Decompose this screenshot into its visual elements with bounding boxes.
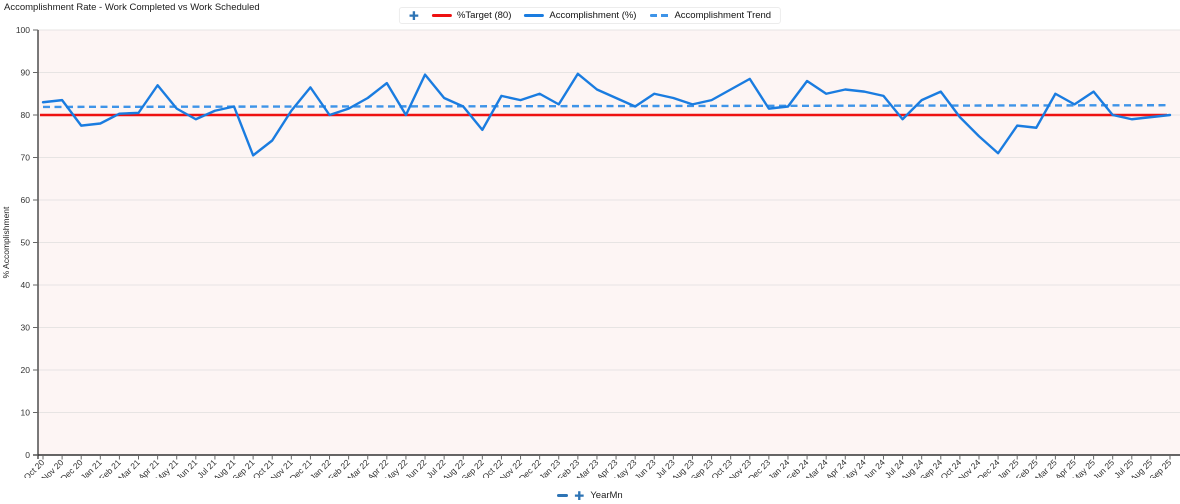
x-axis-collapse-icon[interactable] [557, 494, 569, 497]
legend-item-target[interactable]: %Target (80) [431, 10, 512, 21]
accomplishment-line-swatch-icon [524, 14, 545, 17]
page-title: Accomplishment Rate - Work Completed vs … [4, 2, 260, 13]
svg-text:% Accomplishment: % Accomplishment [1, 206, 11, 278]
legend-move-icon[interactable]: ✚ [408, 8, 419, 23]
target-line-swatch-icon [431, 14, 452, 17]
legend-item-label: %Target (80) [456, 10, 512, 21]
svg-text:100: 100 [16, 26, 30, 35]
legend-item-label: Accomplishment Trend [674, 10, 772, 21]
trend-line-swatch-icon [649, 14, 670, 17]
legend-item-accomplishment[interactable]: Accomplishment (%) [524, 10, 636, 21]
chart-legend: ✚ %Target (80) Accomplishment (%) Accomp… [398, 7, 782, 24]
svg-text:60: 60 [21, 195, 31, 205]
legend-item-label: Accomplishment (%) [549, 10, 637, 21]
svg-text:30: 30 [21, 323, 31, 333]
svg-text:70: 70 [21, 153, 31, 163]
svg-text:80: 80 [21, 110, 31, 120]
svg-text:40: 40 [21, 280, 31, 290]
svg-text:Sep 25: Sep 25 [1147, 457, 1173, 478]
svg-text:90: 90 [21, 68, 31, 78]
svg-text:0: 0 [25, 450, 30, 460]
legend-item-trend[interactable]: Accomplishment Trend [649, 10, 771, 21]
svg-text:20: 20 [21, 365, 31, 375]
svg-text:50: 50 [21, 238, 31, 248]
svg-text:10: 10 [21, 408, 31, 418]
x-axis-title: YearMn [590, 490, 623, 501]
x-axis-title-bar: ✚ YearMn [0, 488, 1180, 503]
x-axis-expand-icon[interactable]: ✚ [574, 488, 585, 503]
